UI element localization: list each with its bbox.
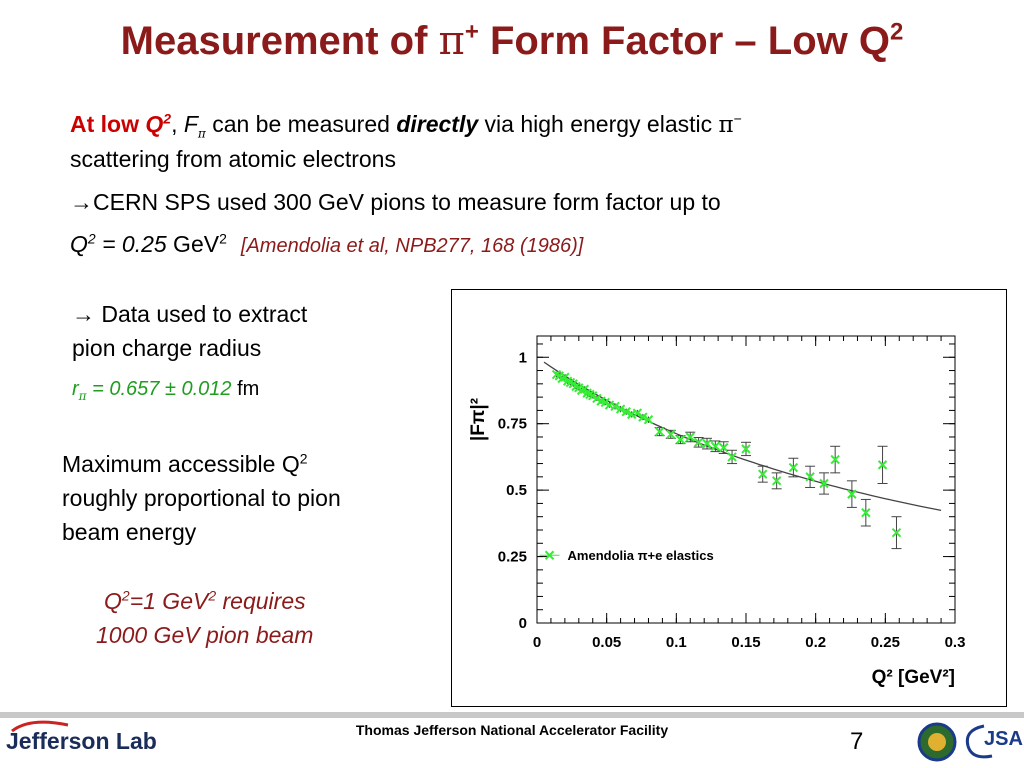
x-marker (788, 462, 799, 473)
x-tick-label: 0 (533, 634, 541, 651)
x-marker (654, 426, 665, 437)
requirement-line-1: Q2=1 GeV2 requires (104, 587, 306, 614)
x-marker (891, 527, 902, 538)
footer-bar (0, 712, 1024, 718)
data-point (615, 404, 626, 414)
y-tick-label: 0.25 (498, 549, 527, 566)
data-point (610, 401, 620, 412)
energy-line-2: roughly proportional to pion (62, 485, 341, 511)
x-marker (819, 478, 829, 489)
page-number: 7 (850, 728, 864, 755)
y-axis-label: |Fπ|² (468, 398, 489, 441)
cern-line: →CERN SPS used 300 GeV pions to measure … (70, 189, 721, 215)
x-marker (805, 472, 815, 482)
data-point (877, 445, 888, 484)
data-point (632, 408, 643, 418)
plot-svg: 0 0.05 0.1 0.15 0.2 0.25 0.3 0 0.25 0.5 0.75 1 Q² [G… (468, 335, 966, 688)
x-marker (588, 391, 598, 401)
data-point (643, 415, 654, 425)
legend-label: Amendolia π+e elastics (568, 548, 714, 563)
y-tick-label: 0.75 (498, 416, 527, 433)
energy-line-1: Maximum accessible Q2 (62, 450, 308, 477)
form-factor-plot: 0 0.05 0.1 0.15 0.2 0.25 0.3 0 0.25 0.5 0.75 1 Q² [G… (451, 289, 1007, 707)
data-point (600, 397, 610, 408)
radius-value: rπ = 0.657 ± 0.012 fm (72, 378, 260, 403)
x-marker (741, 444, 751, 454)
intro-line-2: scattering from atomic electrons (70, 146, 396, 172)
x-marker (830, 454, 840, 465)
x-tick-label: 0.1 (666, 634, 687, 651)
fit-curve (543, 361, 942, 512)
x-axis-label: Q² [GeV²] (872, 667, 955, 688)
x-marker (675, 434, 686, 445)
x-marker (632, 408, 643, 418)
data-point (830, 445, 841, 474)
x-marker (666, 429, 676, 440)
radius-line-1: → Data used to extract (72, 301, 308, 327)
data-point (788, 457, 799, 478)
y-tick-label: 1 (519, 349, 527, 366)
jefferson-lab-logo: Jefferson Lab (6, 720, 157, 755)
data-point (718, 441, 729, 454)
data-point (805, 465, 816, 488)
data-point (638, 412, 648, 422)
x-marker (877, 460, 888, 470)
x-tick-label: 0.25 (871, 634, 900, 651)
data-point (654, 426, 665, 437)
arrow-icon: → (72, 301, 95, 327)
requirement-line-2: 1000 GeV pion beam (96, 622, 314, 648)
y-tick-label: 0.5 (506, 482, 527, 499)
data-point (685, 431, 696, 443)
x-marker (718, 442, 729, 453)
data-point (860, 498, 871, 527)
x-marker (861, 508, 871, 518)
data-point (727, 449, 738, 465)
plot-area (536, 335, 956, 624)
data-point (701, 437, 712, 450)
x-tick-label: 0.05 (592, 634, 621, 651)
energy-line-3: beam energy (62, 519, 197, 545)
data-point (588, 391, 598, 401)
slide-title: Measurement of π+ Form Factor – Low Q2 (120, 18, 904, 64)
data-point (592, 393, 602, 404)
x-marker (685, 432, 695, 442)
doe-seal-icon (917, 722, 957, 767)
data-point (621, 407, 631, 417)
x-marker (610, 401, 620, 412)
data-point (771, 472, 782, 490)
x-tick-label: 0.2 (805, 634, 826, 651)
footer-organization: Thomas Jefferson National Accelerator Fa… (355, 722, 669, 738)
data-point (846, 480, 857, 508)
x-marker (643, 415, 654, 425)
x-marker (600, 397, 610, 408)
data-point (741, 441, 751, 457)
x-marker (702, 438, 712, 449)
x-marker (638, 412, 648, 422)
data-point (891, 516, 902, 550)
arrow-icon: → (70, 189, 93, 215)
data-point (819, 472, 830, 495)
x-tick-label: 0.15 (731, 634, 760, 651)
x-marker (847, 489, 857, 499)
x-marker (615, 404, 626, 414)
intro-line-1: At low Q2, Fπ can be measured directly v… (70, 110, 742, 141)
x-marker (771, 476, 782, 486)
data-point (665, 429, 676, 440)
cern-q-line: Q2 = 0.25 GeV2 [Amendolia et al, NPB277, … (70, 230, 584, 257)
data-point (757, 465, 768, 483)
x-marker (727, 452, 737, 462)
x-marker (758, 469, 768, 479)
swoosh-icon (11, 720, 69, 733)
radius-line-2: pion charge radius (72, 335, 262, 361)
y-tick-label: 0 (519, 615, 527, 632)
data-point (710, 440, 721, 453)
data-point (675, 434, 686, 445)
reference: [Amendolia et al, NPB277, 168 (1986)] (240, 235, 584, 257)
x-marker (621, 407, 631, 417)
x-tick-label: 0.3 (945, 634, 966, 651)
x-marker (710, 441, 721, 451)
data-point (693, 437, 704, 448)
x-marker (592, 393, 602, 404)
x-marker (693, 437, 704, 448)
